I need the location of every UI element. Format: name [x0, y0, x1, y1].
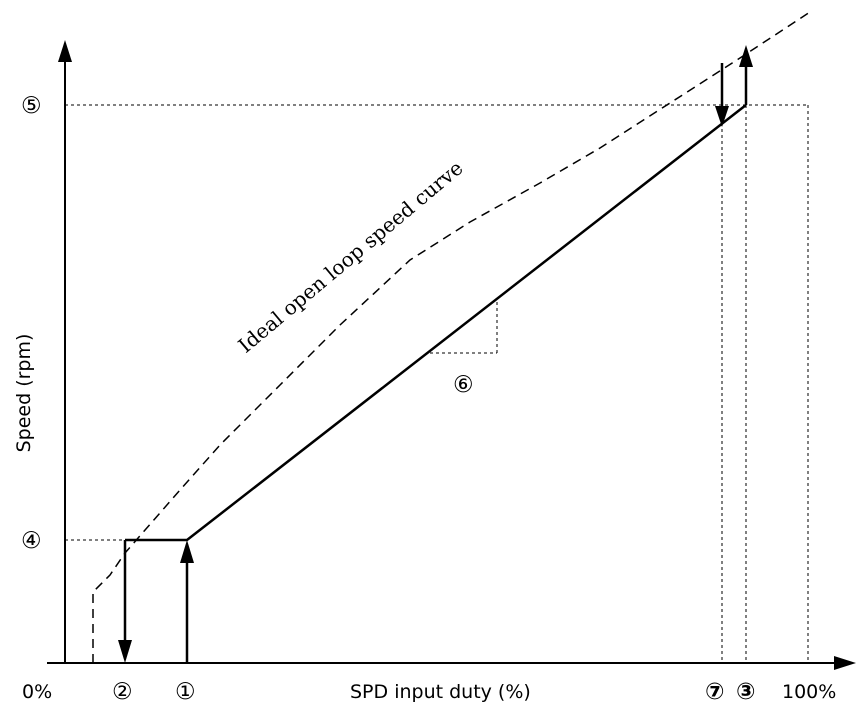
x-tick-100-percent: 100% [782, 681, 836, 703]
y-marker-4: ④ [21, 528, 42, 554]
arrow-down-7-icon [715, 106, 729, 127]
y-marker-5: ⑤ [21, 93, 42, 119]
y-axis-label: Speed (rpm) [13, 334, 35, 453]
x-marker-3: ③ [736, 679, 755, 705]
arrow-up-1-icon [180, 540, 194, 563]
ideal-curve-label: Ideal open loop speed curve [233, 156, 467, 358]
ideal-curve [92, 11, 811, 663]
y-axis-arrow-icon [58, 40, 72, 62]
slope-marker-6: ⑥ [453, 372, 474, 398]
x-marker-7: ⑦ [705, 679, 724, 705]
arrow-up-3-icon [739, 45, 753, 67]
x-marker-1: ① [175, 679, 196, 705]
x-marker-2: ② [112, 679, 133, 705]
x-axis-label: SPD input duty (%) [350, 681, 531, 703]
reference-lines [65, 104, 809, 663]
x-axis-arrow-icon [834, 656, 856, 670]
arrow-down-2-icon [118, 640, 132, 663]
x-tick-0-percent: 0% [22, 681, 52, 703]
